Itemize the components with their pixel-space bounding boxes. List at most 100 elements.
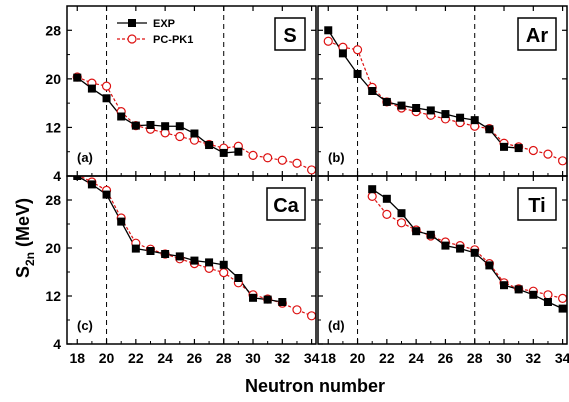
x-tick-label: 26: [187, 350, 203, 366]
y-tick-label: 12: [45, 288, 61, 304]
point-exp: [87, 84, 96, 93]
point-exp: [161, 122, 170, 131]
point-exp: [234, 274, 243, 282]
y-axis-label-unit: (MeV): [13, 198, 33, 252]
point-exp: [514, 144, 523, 153]
element-label-box: [266, 187, 306, 221]
point-pc-pk1: [219, 268, 229, 278]
panel-ar: Ar (b): [317, 5, 568, 177]
point-exp: [412, 104, 421, 112]
point-pc-pk1: [558, 156, 567, 166]
element-label-box: [274, 17, 306, 51]
series-group: [323, 26, 567, 166]
point-exp: [249, 293, 258, 302]
point-exp: [205, 258, 214, 267]
point-pc-pk1: [323, 36, 333, 46]
x-tick-label: 22: [128, 350, 144, 366]
x-tick-label: 32: [526, 350, 542, 366]
point-exp: [426, 106, 435, 115]
point-exp: [190, 129, 199, 138]
point-pc-pk1: [292, 305, 302, 315]
point-exp: [368, 87, 377, 95]
point-exp: [146, 121, 155, 129]
point-pc-pk1: [382, 209, 392, 219]
point-exp: [263, 295, 272, 304]
point-exp: [73, 73, 82, 82]
panel-label: (b): [328, 150, 345, 165]
y-tick-label: 28: [45, 22, 61, 38]
point-pc-pk1: [352, 45, 363, 55]
point-exp: [102, 190, 111, 199]
point-exp: [441, 241, 450, 250]
point-exp: [175, 122, 184, 131]
panel-frame: [317, 175, 568, 345]
point-exp: [219, 260, 228, 269]
y-tick-label: 4: [53, 168, 61, 184]
y-tick-label: 12: [45, 119, 61, 135]
series-line-exp: [76, 77, 239, 154]
x-tick-label: 28: [216, 350, 232, 366]
point-exp: [131, 121, 140, 130]
point-exp: [161, 250, 170, 258]
y-tick-label: 20: [45, 240, 61, 256]
panel-s: 4 12 20 28 S (a) EXP PC-PK1: [45, 5, 317, 184]
point-exp: [397, 101, 406, 110]
panel-label: (c): [77, 318, 93, 333]
x-tick-label: 22: [379, 350, 395, 366]
element-label: Ti: [528, 195, 545, 217]
panel-label: (d): [328, 318, 345, 333]
legend: EXP PC-PK1: [117, 18, 193, 46]
x-tick-label: 24: [408, 350, 424, 366]
point-pc-pk1: [277, 155, 287, 165]
y-axis-label-main: S: [13, 266, 33, 278]
point-exp: [382, 97, 391, 106]
point-exp: [514, 285, 523, 294]
point-pc-pk1: [396, 218, 407, 228]
point-exp: [219, 148, 228, 157]
point-pc-pk1: [307, 311, 316, 321]
legend-marker-pc-pk1: [127, 34, 137, 44]
point-exp: [456, 244, 465, 253]
series-group: [72, 176, 316, 321]
point-pc-pk1: [292, 158, 302, 168]
x-tick-label: 32: [275, 350, 291, 366]
x-tick-label: 24: [157, 350, 173, 366]
y-axis-label-subscript: 2n: [23, 252, 37, 266]
point-pc-pk1: [558, 293, 567, 303]
point-exp: [485, 125, 494, 134]
y-tick-label: 4: [53, 336, 61, 352]
point-exp: [146, 247, 155, 255]
point-pc-pk1: [175, 131, 185, 142]
legend-label-pc-pk1: PC-PK1: [153, 34, 193, 46]
legend-marker-exp: [128, 19, 136, 27]
point-exp: [87, 180, 96, 189]
point-exp: [117, 112, 126, 121]
x-axis-label: Neutron number: [245, 376, 385, 396]
point-exp: [131, 244, 140, 253]
x-tick-label: 30: [496, 350, 512, 366]
point-exp: [412, 227, 421, 236]
svg-text:S2n (MeV): S2n (MeV): [13, 198, 37, 278]
point-exp: [175, 252, 184, 261]
element-label: Ar: [526, 25, 548, 47]
point-exp: [368, 185, 377, 194]
series-group: [367, 185, 567, 313]
point-exp: [558, 304, 567, 313]
point-pc-pk1: [367, 191, 377, 201]
x-tick-label: 20: [99, 350, 115, 366]
panel-ti: 18 20 22 24 26 28 30 32 34 Ti (d): [317, 175, 569, 366]
point-exp: [426, 230, 435, 239]
x-tick-label: 18: [320, 350, 336, 366]
x-tick-label: 34: [555, 350, 569, 366]
series-group: [72, 72, 316, 175]
series-line-pc-pk1: [77, 76, 312, 171]
element-label-box: [517, 17, 557, 51]
point-exp: [543, 298, 552, 306]
panel-frame: [66, 175, 317, 345]
element-label: S: [283, 25, 296, 47]
point-pc-pk1: [263, 153, 273, 163]
point-exp: [205, 141, 214, 150]
point-exp: [441, 110, 450, 119]
point-exp: [382, 194, 391, 203]
